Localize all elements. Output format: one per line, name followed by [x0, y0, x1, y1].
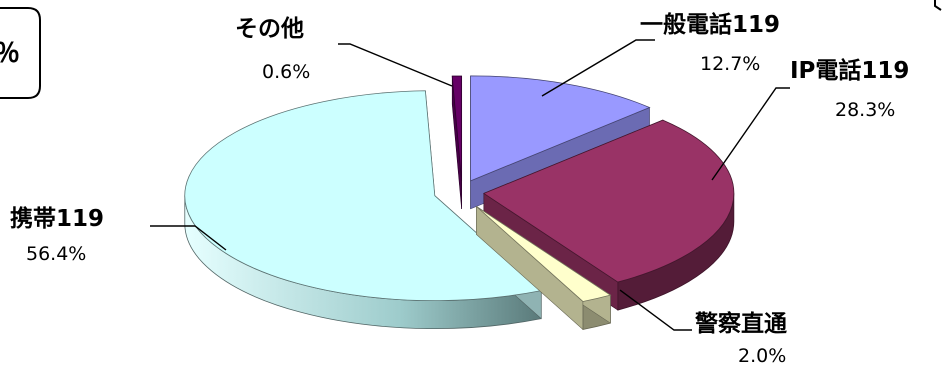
slice-4-name-label: その他 [235, 16, 304, 42]
slice-4 [451, 75, 463, 210]
slice-0-value-label: 12.7% [700, 53, 760, 75]
slice-2 [476, 205, 612, 331]
slice-2-name-label: 警察直通 [695, 310, 787, 337]
slice-1-leader-line [711, 87, 790, 181]
slice-2-value-label: 2.0% [738, 345, 786, 367]
slice-3-leader-line [150, 225, 227, 251]
slice-3-top [184, 90, 543, 302]
slice-2-leader-line [619, 289, 692, 331]
slice-0-top [470, 75, 651, 182]
top-right-frame-corner [934, 0, 942, 11]
left-frame-box [0, 7, 41, 99]
left-frame-text: ％ [0, 39, 20, 69]
slice-2-top [476, 206, 612, 302]
slice-1-top [483, 119, 735, 283]
slice-3-name-label: 携帯119 [10, 205, 104, 232]
slice-3 [184, 90, 543, 330]
slice-0-leader-line [541, 39, 655, 97]
slice-4-top [451, 75, 463, 182]
slice-0-name-label: 一般電話119 [640, 11, 780, 38]
slice-3-value-label: 56.4% [26, 243, 86, 265]
slice-4-value-label: 0.6% [262, 61, 310, 83]
slice-1-name-label: IP電話119 [790, 57, 909, 84]
slice-4-leader-line [338, 43, 453, 87]
slice-1-value-label: 28.3% [835, 99, 895, 121]
